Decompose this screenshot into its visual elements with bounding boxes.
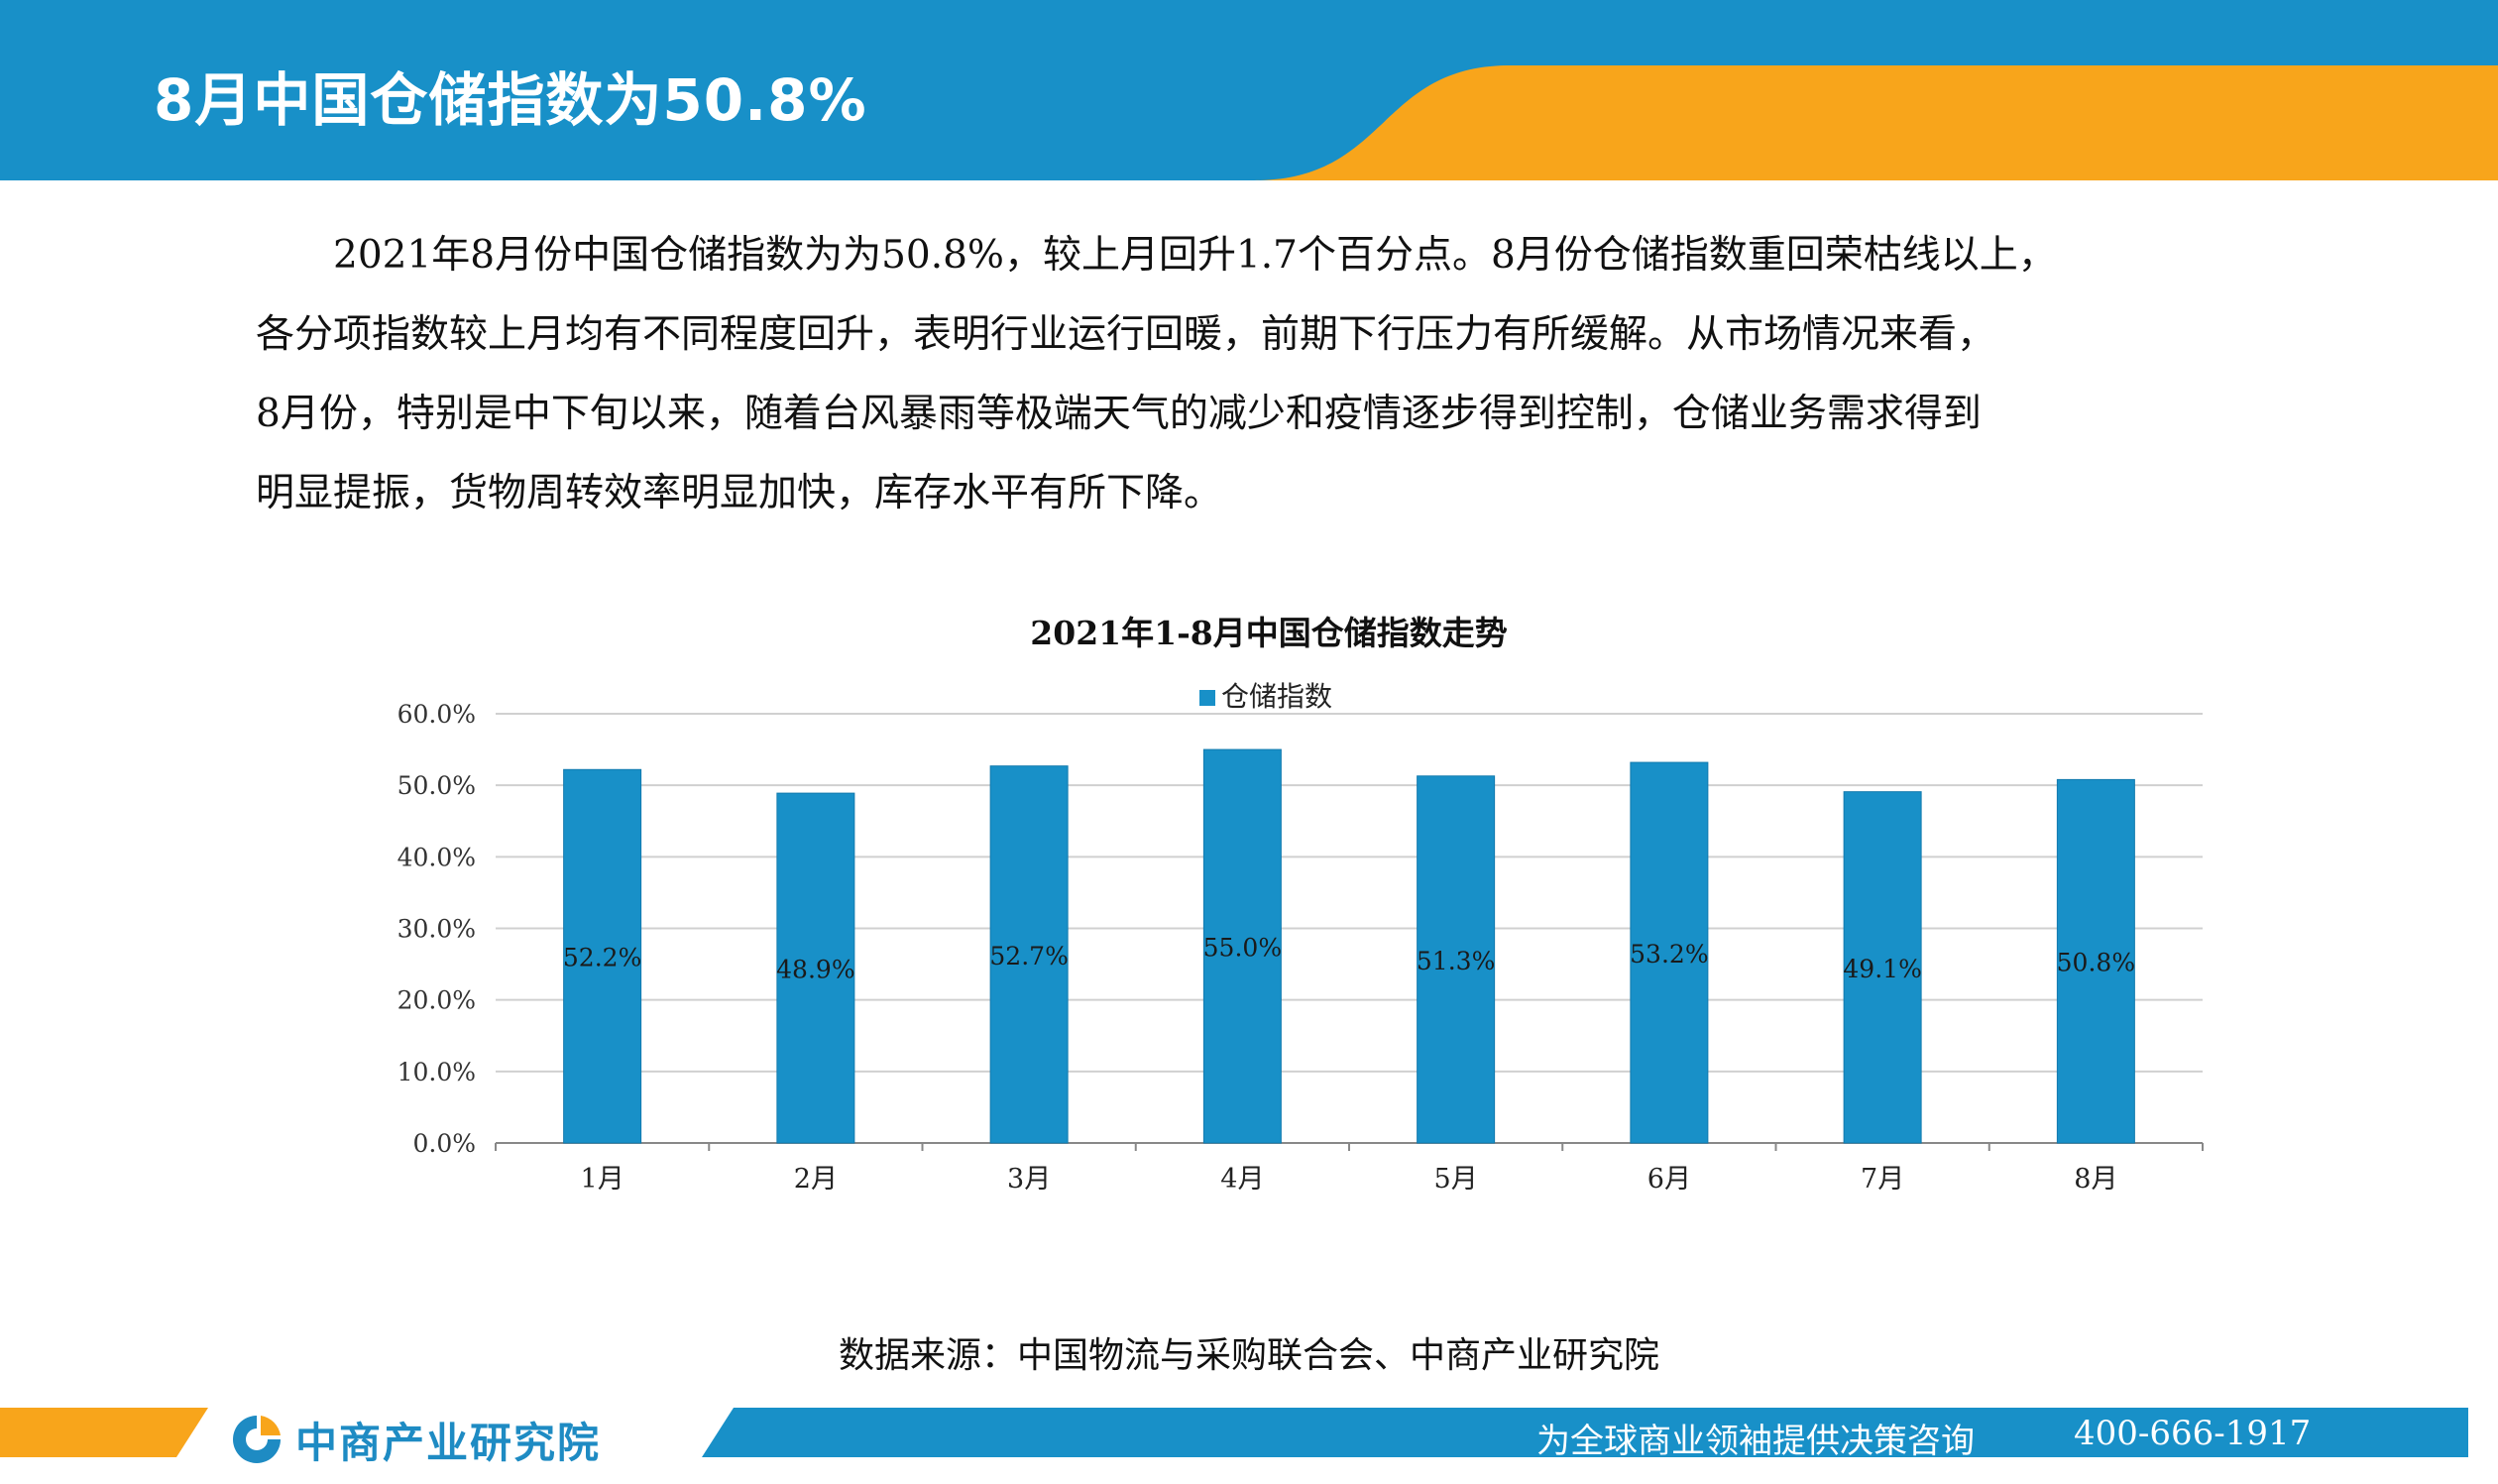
body-paragraph: 2021年8月份中国仓储指数为为50.8%，较上月回升1.7个百分点。8月份仓储… xyxy=(256,216,2278,533)
bar-2 xyxy=(776,792,855,1144)
footer-bar xyxy=(0,1406,2498,1484)
chart-container: 2021年1-8月中国仓储指数走势 仓储指数 0.0% 10.0% 20.0% 30.… xyxy=(337,595,2240,1229)
bar-8 xyxy=(2056,778,2135,1144)
footer-blue-block xyxy=(702,1408,2468,1457)
data-label: 50.8% xyxy=(2057,949,2135,977)
data-label: 52.7% xyxy=(989,942,1068,970)
x-tick-label: 2月 xyxy=(794,1164,838,1195)
company-logo: 中商产业研究院 xyxy=(228,1410,601,1469)
x-tick-label: 7月 xyxy=(1861,1164,1904,1195)
x-tick-label: 1月 xyxy=(581,1164,624,1195)
footer-orange-block xyxy=(0,1408,208,1457)
body-line: 8月份，特别是中下旬以来，随着台风暴雨等极端天气的减少和疫情逐步得到控制，仓储业… xyxy=(256,392,1982,436)
bar-7 xyxy=(1843,791,1922,1144)
header-banner: 8月中国仓储指数为50.8% xyxy=(0,0,2498,180)
bar-6 xyxy=(1630,761,1709,1144)
x-tick-label: 6月 xyxy=(1647,1164,1691,1195)
y-axis-ticks: 0.0% 10.0% 20.0% 30.0% 40.0% 50.0% 60.0% xyxy=(397,700,476,1158)
data-label: 48.9% xyxy=(776,956,854,984)
data-source-note: 数据来源：中国物流与采购联合会、中商产业研究院 xyxy=(838,1335,1659,1376)
body-line: 2021年8月份中国仓储指数为为50.8%，较上月回升1.7个百分点。8月份仓储… xyxy=(256,233,2057,278)
x-tick-label: 3月 xyxy=(1007,1164,1051,1195)
chart-title: 2021年1-8月中国仓储指数走势 xyxy=(1030,614,1507,652)
footer-slogan: 为全球商业领袖提供决策咨询 xyxy=(1536,1422,1975,1461)
logo-text: 中商产业研究院 xyxy=(295,1418,602,1467)
data-label: 49.1% xyxy=(1843,955,1921,983)
bar-4 xyxy=(1202,748,1282,1144)
bar-chart: 2021年1-8月中国仓储指数走势 仓储指数 0.0% 10.0% 20.0% 30.… xyxy=(397,614,2204,1195)
grid-lines xyxy=(496,713,2203,1144)
y-tick-label: 0.0% xyxy=(412,1129,476,1158)
bar-1 xyxy=(563,768,642,1144)
y-tick-label: 20.0% xyxy=(397,986,476,1015)
bar-5 xyxy=(1417,775,1496,1144)
bars xyxy=(563,748,2135,1144)
data-label: 51.3% xyxy=(1417,947,1495,975)
y-tick-label: 60.0% xyxy=(397,700,476,729)
legend-label: 仓储指数 xyxy=(1221,680,1332,713)
y-tick-label: 50.0% xyxy=(397,771,476,800)
body-line: 明显提振，货物周转效率明显加快，库存水平有所下降。 xyxy=(256,471,1223,515)
x-tick-label: 8月 xyxy=(2074,1164,2117,1195)
x-axis-ticks: 1月 2月 3月 4月 5月 6月 7月 8月 xyxy=(495,1143,2204,1195)
x-tick-label: 4月 xyxy=(1220,1164,1264,1195)
x-tick-label: 5月 xyxy=(1434,1164,1478,1195)
footer-phone: 400-666-1917 xyxy=(2074,1414,2312,1453)
header-background xyxy=(0,0,2498,180)
y-tick-label: 30.0% xyxy=(397,915,476,944)
data-labels: 52.2% 48.9% 52.7% 55.0% 51.3% 53.2% 49.1% 50.8% xyxy=(563,934,2135,984)
footer-background xyxy=(0,1408,2468,1457)
header-orange-swoosh xyxy=(1254,65,2498,180)
y-tick-label: 10.0% xyxy=(397,1058,476,1086)
data-label: 52.2% xyxy=(563,944,641,972)
page-title: 8月中国仓储指数为50.8% xyxy=(154,66,867,134)
body-line: 各分项指数较上月均有不同程度回升，表明行业运行回暖，前期下行压力有所缓解。从市场… xyxy=(256,312,1996,357)
data-label: 55.0% xyxy=(1203,934,1282,963)
data-label: 53.2% xyxy=(1630,940,1708,969)
bar-3 xyxy=(989,765,1069,1144)
cicc-logo-icon xyxy=(233,1416,281,1463)
legend-swatch xyxy=(1199,690,1215,706)
y-tick-label: 40.0% xyxy=(397,843,476,871)
